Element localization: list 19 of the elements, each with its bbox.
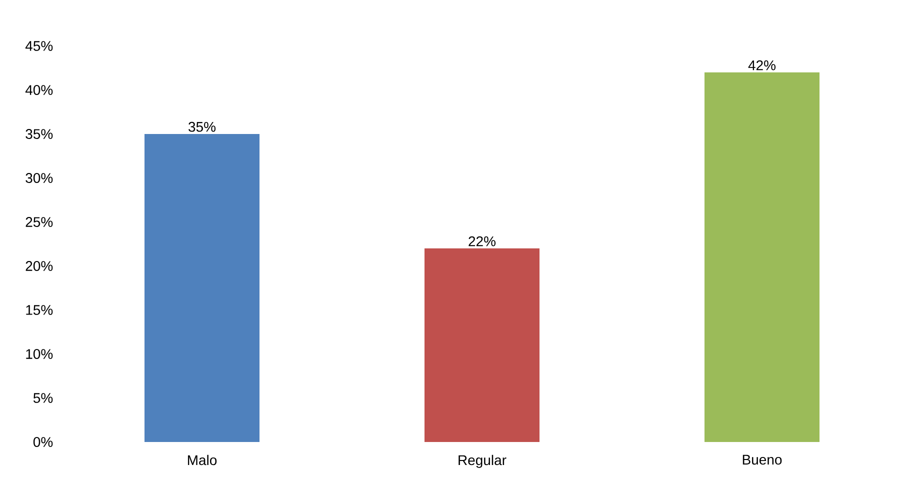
x-tick-label: Regular <box>458 454 506 468</box>
y-tick-label: 45% <box>25 41 53 51</box>
y-tick-label: 35% <box>26 129 53 139</box>
bar <box>424 248 540 442</box>
bar <box>704 72 820 442</box>
y-tick-label: 40% <box>25 85 53 95</box>
y-tick-label: 25% <box>26 217 53 227</box>
data-label: 35% <box>188 122 216 132</box>
y-tick-label: 20% <box>26 261 53 271</box>
y-tick-label: 0% <box>33 437 53 447</box>
x-tick-label: Bueno <box>742 454 782 465</box>
bar <box>144 134 260 442</box>
y-tick-label: 5% <box>33 393 53 403</box>
data-label: 22% <box>468 236 496 246</box>
y-tick-label: 10% <box>26 349 53 359</box>
data-label: 42% <box>748 60 776 70</box>
y-tick-label: 30% <box>26 173 53 183</box>
x-tick-label: Malo <box>188 454 217 466</box>
y-tick-label: 15% <box>26 305 53 315</box>
